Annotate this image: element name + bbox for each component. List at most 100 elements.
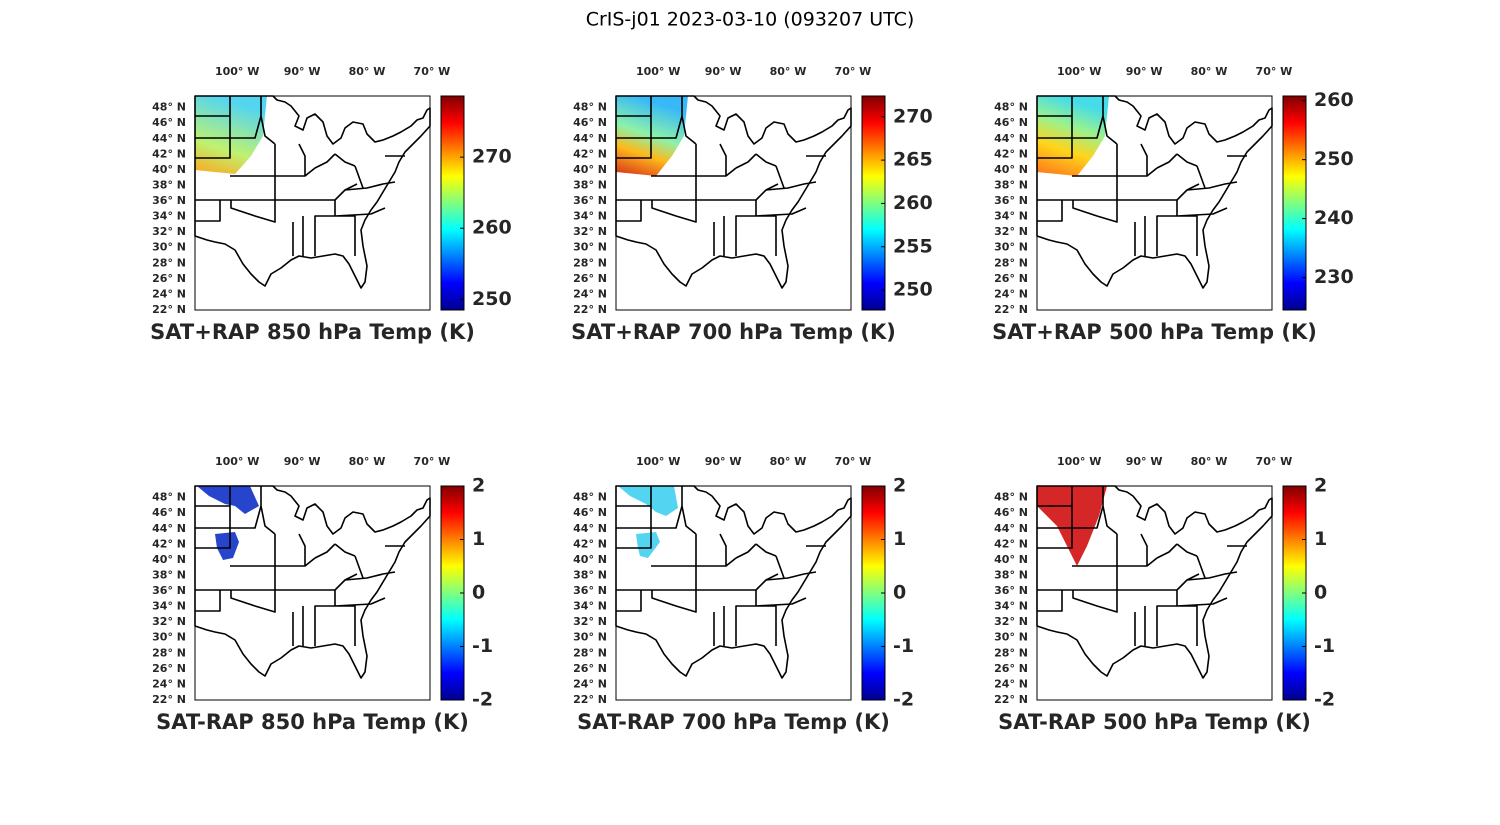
lat-tick-label: 42° N: [152, 537, 186, 550]
panel-title: SAT-RAP 700 hPa Temp (K): [577, 710, 890, 734]
colorbar-tick-label: -2: [893, 689, 914, 711]
lat-tick-label: 46° N: [152, 116, 186, 129]
colorbar-tick-label: 260: [1314, 89, 1354, 111]
lat-tick-label: 34° N: [573, 210, 607, 223]
lon-tick-label: 100° W: [636, 65, 680, 78]
lat-tick-label: 32° N: [994, 225, 1028, 238]
lon-tick-label: 100° W: [1057, 65, 1101, 78]
lat-tick-label: 44° N: [152, 522, 186, 535]
colorbar-tick-label: 0: [1314, 582, 1327, 604]
lat-tick-label: 30° N: [152, 241, 186, 254]
figure-title: CrIS-j01 2023-03-10 (093207 UTC): [586, 9, 915, 31]
lat-tick-label: 24° N: [152, 677, 186, 690]
lon-tick-label: 80° W: [349, 65, 386, 78]
lat-tick-label: 28° N: [152, 256, 186, 269]
colorbar-tick-label: 2: [893, 475, 906, 497]
lat-tick-label: 34° N: [994, 600, 1028, 613]
lat-tick-label: 26° N: [994, 662, 1028, 675]
colorbar-tick-label: 255: [893, 235, 933, 257]
lon-tick-label: 90° W: [1126, 65, 1163, 78]
map-panel: 100° W 90° W 80° W 70° W 22° N 24° N 26° N 28° …: [573, 455, 914, 734]
lon-tick-label: 70° W: [835, 65, 872, 78]
lat-tick-label: 28° N: [994, 256, 1028, 269]
lat-tick-label: 46° N: [573, 506, 607, 519]
lon-tick-label: 80° W: [770, 455, 807, 468]
lon-tick-label: 100° W: [1057, 455, 1101, 468]
lat-tick-label: 32° N: [152, 615, 186, 628]
lat-tick-label: 26° N: [994, 272, 1028, 285]
lat-tick-label: 40° N: [994, 553, 1028, 566]
colorbar-tick-label: 240: [1314, 207, 1354, 229]
lat-tick-label: 34° N: [152, 210, 186, 223]
lat-tick-label: 24° N: [573, 287, 607, 300]
lon-tick-label: 80° W: [770, 65, 807, 78]
lat-tick-label: 26° N: [152, 272, 186, 285]
lat-tick-label: 46° N: [573, 116, 607, 129]
colorbar: [440, 95, 465, 311]
lon-tick-label: 90° W: [1126, 455, 1163, 468]
colorbar-tick-label: 1: [1314, 528, 1327, 550]
colorbar-tick-label: 1: [472, 528, 485, 550]
lat-tick-label: 26° N: [573, 272, 607, 285]
lat-tick-label: 48° N: [573, 491, 607, 504]
lat-tick-label: 28° N: [152, 646, 186, 659]
lat-tick-label: 26° N: [152, 662, 186, 675]
lat-tick-label: 38° N: [152, 178, 186, 191]
lon-tick-label: 80° W: [1191, 65, 1228, 78]
colorbar-tick-label: 260: [472, 217, 512, 239]
lat-tick-label: 38° N: [573, 178, 607, 191]
lat-tick-label: 40° N: [573, 163, 607, 176]
lat-tick-label: 22° N: [152, 303, 186, 316]
lat-tick-label: 48° N: [994, 491, 1028, 504]
map-panel: 100° W 90° W 80° W 70° W 22° N 24° N 26° N 28° …: [992, 65, 1354, 344]
lat-tick-label: 22° N: [994, 693, 1028, 706]
lat-tick-label: 42° N: [994, 147, 1028, 160]
lat-tick-label: 34° N: [152, 600, 186, 613]
colorbar-tick-label: -1: [893, 635, 914, 657]
colorbar-tick-label: 270: [472, 146, 512, 168]
lon-tick-label: 100° W: [215, 455, 259, 468]
lat-tick-label: 32° N: [152, 225, 186, 238]
lat-tick-label: 26° N: [573, 662, 607, 675]
lon-tick-label: 70° W: [835, 455, 872, 468]
lat-tick-label: 36° N: [994, 584, 1028, 597]
lon-tick-label: 70° W: [1256, 65, 1293, 78]
lat-tick-label: 40° N: [573, 553, 607, 566]
map-frame: [615, 485, 852, 701]
lon-tick-label: 90° W: [284, 455, 321, 468]
colorbar-tick-label: 250: [893, 279, 933, 301]
lon-tick-label: 70° W: [414, 455, 451, 468]
lat-tick-label: 44° N: [994, 132, 1028, 145]
colorbar-tick-label: -1: [472, 635, 493, 657]
lat-tick-label: 38° N: [573, 568, 607, 581]
lat-tick-label: 30° N: [152, 631, 186, 644]
lat-tick-label: 34° N: [994, 210, 1028, 223]
lat-tick-label: 22° N: [573, 303, 607, 316]
lon-tick-label: 90° W: [284, 65, 321, 78]
lat-tick-label: 42° N: [573, 147, 607, 160]
lat-tick-label: 28° N: [573, 646, 607, 659]
map-frame: [615, 95, 852, 311]
lat-tick-label: 32° N: [994, 615, 1028, 628]
lat-tick-label: 48° N: [152, 491, 186, 504]
lat-tick-label: 30° N: [994, 631, 1028, 644]
lat-tick-label: 48° N: [994, 101, 1028, 114]
lat-tick-label: 24° N: [994, 287, 1028, 300]
panel-title: SAT-RAP 500 hPa Temp (K): [998, 710, 1311, 734]
lat-tick-label: 22° N: [573, 693, 607, 706]
panel-title: SAT+RAP 500 hPa Temp (K): [992, 320, 1317, 344]
colorbar-tick-label: 230: [1314, 266, 1354, 288]
colorbar-tick-label: 250: [472, 288, 512, 310]
lat-tick-label: 30° N: [573, 631, 607, 644]
lon-tick-label: 90° W: [705, 455, 742, 468]
lat-tick-label: 36° N: [573, 584, 607, 597]
lat-tick-label: 46° N: [994, 116, 1028, 129]
map-background: [616, 486, 851, 700]
lat-tick-label: 48° N: [152, 101, 186, 114]
data-swath: [618, 486, 678, 558]
map-panel: 100° W 90° W 80° W 70° W 22° N 24° N 26° N 28° …: [994, 455, 1335, 734]
lat-tick-label: 24° N: [152, 287, 186, 300]
lat-tick-label: 40° N: [152, 163, 186, 176]
lat-tick-label: 46° N: [994, 506, 1028, 519]
